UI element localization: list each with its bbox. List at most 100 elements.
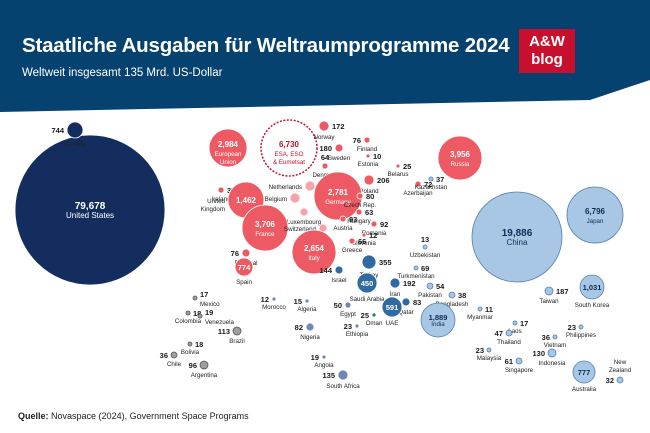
country-label-russia: Russia	[451, 161, 470, 168]
value-label-norway: 172	[332, 122, 345, 131]
country-label-azerbaijan: Azerbaijan	[403, 190, 433, 197]
country-label-angola: Angola	[314, 362, 334, 369]
country-label-canada: Canada	[64, 141, 86, 148]
country-label-israel: Israel	[331, 277, 346, 284]
country-label-algeria: Algeria	[297, 306, 317, 313]
country-label-oman: Oman	[366, 320, 383, 327]
value-label-new-zealand: 32	[606, 376, 614, 385]
value-label-oman: 25	[361, 311, 369, 320]
bubble-vietnam	[552, 334, 558, 340]
value-label-romania: 92	[380, 220, 388, 229]
bubble-uzbekistan	[422, 244, 428, 250]
country-label-saudi-arabia: Saudi Arabia	[349, 296, 385, 303]
country-label-greece: Greece	[342, 247, 363, 254]
country-label-italy: Italy	[308, 255, 320, 262]
country-label-south-africa: South Africa	[326, 383, 360, 390]
logo-line2: blog	[531, 51, 563, 68]
bubble-colombia	[185, 310, 191, 316]
country-label-sweden: Sweden	[328, 155, 351, 162]
country-label-belarus: Belarus	[388, 171, 409, 178]
value-label-south-africa: 135	[322, 371, 335, 380]
country-label-taiwan: Taiwan	[539, 298, 559, 305]
value-label-bolivia: 18	[195, 340, 203, 349]
bubble-south-korea	[579, 274, 605, 300]
country-label-laos: Laos	[508, 328, 521, 335]
country-label-poland: Poland	[359, 188, 379, 195]
value-label-colombia: 18	[193, 309, 201, 318]
country-label-mexico: Mexico	[200, 301, 220, 308]
country-label-vietnam: Vietnam	[544, 342, 567, 349]
bubble-new-zealand	[616, 376, 624, 384]
value-label-laos: 17	[520, 319, 528, 328]
value-label-vietnam: 36	[542, 333, 550, 342]
value-label-angola: 19	[311, 353, 319, 362]
chart-title: Staatliche Ausgaben für Weltraumprogramm…	[22, 34, 510, 57]
header-banner: Staatliche Ausgaben für Weltraumprogramm…	[0, 0, 650, 112]
value-label-turkmenistan: 69	[421, 264, 429, 273]
bubble-poland	[363, 174, 375, 186]
value-label-australia: 777	[578, 368, 591, 377]
value-label-estonia: 10	[373, 152, 381, 161]
bubble-australia	[572, 360, 596, 384]
country-label-qatar: Qatar	[398, 309, 413, 316]
bubble-belgium	[289, 192, 301, 204]
bubble-morocco	[271, 296, 277, 302]
bubble-estonia	[365, 153, 371, 159]
chart-subtitle: Weltweit insgesamt 135 Mrd. US-Dollar	[22, 67, 223, 79]
country-label-slovenia: Slovenia	[352, 240, 376, 247]
bubble-qatar	[401, 297, 411, 307]
value-label-united-states: 79,678	[75, 201, 106, 212]
value-label-germany: 2,781	[328, 188, 349, 197]
value-label-denmark: 64	[321, 153, 330, 162]
value-label-saudi-arabia: 450	[361, 279, 374, 288]
bubble-turkey	[361, 254, 377, 270]
value-label-south-korea: 1,031	[583, 283, 602, 292]
bubble-japan	[566, 186, 624, 244]
value-label-uzbekistan: 13	[421, 235, 429, 244]
country-label-estonia: Estonia	[358, 161, 379, 168]
country-label-china: China	[507, 238, 528, 247]
bubble-algeria	[304, 298, 310, 304]
country-label-esa-eso-eumetsat: ESA, ESO	[275, 151, 304, 158]
value-label-france: 3,706	[255, 220, 276, 229]
country-label-thailand: Thailand	[497, 339, 521, 346]
value-label-austria: 93	[349, 215, 357, 224]
country-label-hungary: Hungary	[347, 218, 371, 225]
bubble-sweden	[334, 143, 344, 153]
bubble-italy	[291, 229, 337, 275]
bubble-denmark	[321, 162, 329, 170]
bubble-hungary	[355, 208, 363, 216]
country-label-united-kingdom: United	[207, 198, 225, 205]
country-label-norway: Norway	[314, 134, 336, 141]
value-label-argentina: 96	[189, 361, 197, 370]
value-label-ethiopia: 23	[344, 322, 352, 331]
value-label-myanmar: 11	[485, 305, 493, 314]
country-label-germany: Germany	[325, 199, 351, 206]
bubble-china	[471, 191, 563, 283]
value-label-egypt: 50	[334, 301, 342, 310]
bubble-nigeria	[305, 322, 315, 332]
country-label-netherlands: Netherlands	[269, 184, 302, 191]
bubble-france	[241, 204, 289, 252]
country-label-ireland: Ireland	[212, 196, 231, 203]
country-label-switzerland: Switzerland	[284, 226, 317, 233]
value-label-greece: 66	[358, 237, 366, 246]
bubble-esa-eso-eumetsat	[260, 119, 318, 177]
country-label-pakistan: Pakistan	[418, 292, 442, 299]
value-label-indonesia: 130	[532, 349, 545, 358]
bubble-india	[420, 302, 456, 338]
bubble-belarus	[395, 163, 401, 169]
value-label-qatar: 83	[413, 298, 421, 307]
bubble-kazakhstan	[428, 176, 434, 182]
value-label-india: 1,889	[429, 313, 448, 322]
bubble-russia	[437, 135, 483, 181]
value-label-azerbaijan: 72	[424, 180, 432, 189]
country-label-kazakhstan: Kazakhstan	[415, 184, 448, 191]
bubble-angola	[321, 354, 327, 360]
value-label-turkey: 355	[379, 258, 392, 267]
value-label-italy: 2,654	[304, 244, 325, 253]
bubble-european-union	[208, 128, 248, 168]
country-label-brazil: Brazil	[229, 338, 244, 345]
value-label-israel: 144	[319, 266, 332, 275]
country-label-japan: Japan	[587, 218, 604, 225]
